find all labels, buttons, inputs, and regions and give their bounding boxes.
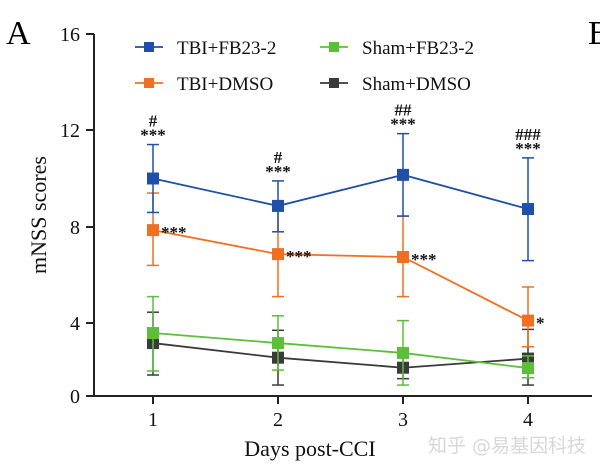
legend: TBI+FB23-2 TBI+DMSO Sham+FB23-2 Sham+DMSO (135, 38, 474, 95)
significance-stars: * (536, 314, 545, 333)
series-line (152, 229, 529, 322)
data-point (522, 362, 534, 375)
significance-stars: *** (286, 247, 312, 266)
significance-hash: ### (515, 125, 541, 144)
legend-item: Sham+FB23-2 (320, 38, 474, 59)
significance-hash: # (274, 148, 283, 167)
data-point (147, 327, 159, 340)
legend-label: TBI+DMSO (177, 74, 273, 95)
data-point (272, 337, 284, 350)
next-panel-label: B (588, 15, 600, 52)
legend-marker (329, 78, 339, 88)
legend-label: Sham+FB23-2 (362, 38, 474, 59)
significance-stars: *** (161, 223, 187, 242)
data-point (147, 224, 159, 237)
data-point (397, 346, 409, 359)
data-point (397, 168, 409, 181)
y-tick-label: 0 (70, 386, 80, 408)
y-tick-label: 16 (60, 24, 80, 46)
legend-item: TBI+FB23-2 (135, 38, 276, 59)
series-line (152, 342, 529, 369)
series-tbi-fb23-2 (147, 132, 534, 262)
significance-hash: # (149, 112, 158, 131)
series-line (152, 332, 529, 369)
x-tick-label: 3 (398, 409, 408, 431)
series-tbi-dmso (147, 192, 534, 348)
y-tick-label: 12 (60, 120, 80, 142)
legend-label: Sham+DMSO (362, 74, 471, 95)
legend-item: Sham+DMSO (320, 74, 471, 95)
y-axis-label: mNSS scores (26, 156, 51, 274)
significance-hash: ## (395, 101, 413, 120)
significance-stars: *** (140, 126, 166, 145)
legend-item: TBI+DMSO (135, 74, 273, 95)
data-point (147, 172, 159, 185)
panel-label: A (6, 15, 31, 52)
data-point (522, 203, 534, 216)
legend-marker (144, 78, 154, 88)
legend-marker (329, 42, 339, 52)
legend-marker (144, 42, 154, 52)
data-point (522, 314, 534, 327)
significance-stars: *** (515, 139, 541, 158)
y-tick-label: 8 (70, 217, 80, 239)
x-tick-label: 4 (523, 409, 533, 431)
significance-stars: *** (411, 250, 437, 269)
data-point (272, 248, 284, 261)
data-point (272, 199, 284, 212)
series-sham-fb23-2 (147, 295, 534, 386)
watermark: 知乎 @易基因科技 (428, 435, 586, 457)
legend-label: TBI+FB23-2 (177, 38, 276, 59)
y-tick-label: 4 (70, 313, 80, 335)
significance-stars: *** (265, 162, 291, 181)
data-point (397, 251, 409, 263)
x-axis-label: Days post-CCI (244, 436, 375, 461)
series-line (152, 173, 529, 210)
significance-stars: *** (390, 115, 416, 134)
x-tick-label: 2 (273, 409, 283, 431)
x-tick-label: 1 (148, 409, 158, 431)
series-marks: ***#***#***##***###****** **** (140, 101, 545, 386)
